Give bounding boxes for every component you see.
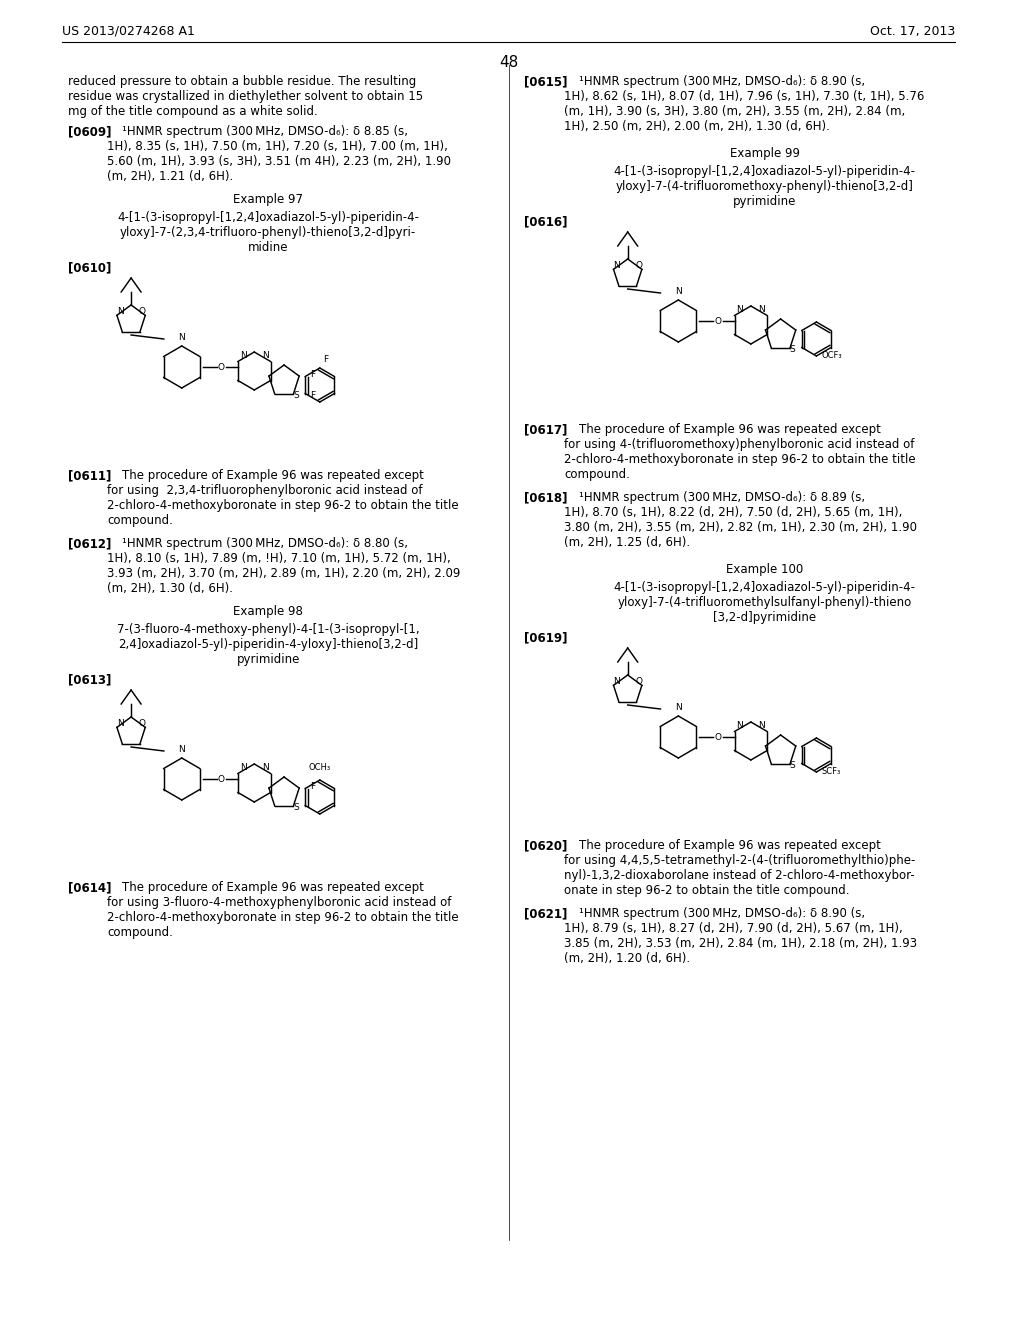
Text: N: N [675,704,682,711]
Text: [0609]: [0609] [68,125,111,139]
Text: N: N [736,722,743,730]
Text: O: O [138,306,145,315]
Text: [0616]: [0616] [524,215,568,228]
Text: ¹HNMR spectrum (300 MHz, DMSO-d₆): δ 8.90 (s,
1H), 8.62 (s, 1H), 8.07 (d, 1H), 7: ¹HNMR spectrum (300 MHz, DMSO-d₆): δ 8.9… [564,75,925,133]
Text: S: S [293,391,299,400]
Text: Oct. 17, 2013: Oct. 17, 2013 [870,25,955,38]
Text: The procedure of Example 96 was repeated except
for using 3-fluoro-4-methoxyphen: The procedure of Example 96 was repeated… [108,880,459,939]
Text: N: N [613,260,621,269]
Text: N: N [262,763,268,772]
Text: [0617]: [0617] [524,422,567,436]
Text: O: O [218,363,225,371]
Text: O: O [635,260,642,269]
Text: O: O [715,317,722,326]
Text: 4-[1-(3-isopropyl-[1,2,4]oxadiazol-5-yl)-piperidin-4-
yloxy]-7-(2,3,4-trifluoro-: 4-[1-(3-isopropyl-[1,2,4]oxadiazol-5-yl)… [117,211,419,253]
Text: Example 98: Example 98 [233,605,303,618]
Text: [0618]: [0618] [524,491,568,504]
Text: The procedure of Example 96 was repeated except
for using 4-(trifluoromethoxy)ph: The procedure of Example 96 was repeated… [564,422,915,480]
Text: ¹HNMR spectrum (300 MHz, DMSO-d₆): δ 8.90 (s,
1H), 8.79 (s, 1H), 8.27 (d, 2H), 7: ¹HNMR spectrum (300 MHz, DMSO-d₆): δ 8.9… [564,907,918,965]
Text: SCF₃: SCF₃ [821,767,841,776]
Text: S: S [790,760,796,770]
Text: F: F [323,355,328,364]
Text: N: N [178,333,185,342]
Text: [0612]: [0612] [68,537,111,550]
Text: O: O [635,676,642,685]
Text: ¹HNMR spectrum (300 MHz, DMSO-d₆): δ 8.85 (s,
1H), 8.35 (s, 1H), 7.50 (m, 1H), 7: ¹HNMR spectrum (300 MHz, DMSO-d₆): δ 8.8… [108,125,452,183]
Text: F: F [310,391,315,400]
Text: 4-[1-(3-isopropyl-[1,2,4]oxadiazol-5-yl)-piperidin-4-
yloxy]-7-(4-trifluoromethy: 4-[1-(3-isopropyl-[1,2,4]oxadiazol-5-yl)… [613,581,915,624]
Text: [0610]: [0610] [68,261,111,275]
Text: Example 97: Example 97 [233,193,303,206]
Text: [0615]: [0615] [524,75,568,88]
Text: US 2013/0274268 A1: US 2013/0274268 A1 [61,25,195,38]
Text: N: N [736,305,743,314]
Text: OCF₃: OCF₃ [821,351,842,360]
Text: N: N [240,351,247,360]
Text: [0614]: [0614] [68,880,111,894]
Text: N: N [613,676,621,685]
Text: reduced pressure to obtain a bubble residue. The resulting
residue was crystalli: reduced pressure to obtain a bubble resi… [68,75,423,117]
Text: O: O [138,718,145,727]
Text: 4-[1-(3-isopropyl-[1,2,4]oxadiazol-5-yl)-piperidin-4-
yloxy]-7-(4-trifluorometho: 4-[1-(3-isopropyl-[1,2,4]oxadiazol-5-yl)… [613,165,915,209]
Text: N: N [759,722,765,730]
Text: ¹HNMR spectrum (300 MHz, DMSO-d₆): δ 8.80 (s,
1H), 8.10 (s, 1H), 7.89 (m, !H), 7: ¹HNMR spectrum (300 MHz, DMSO-d₆): δ 8.8… [108,537,461,595]
Text: [0619]: [0619] [524,631,568,644]
Text: [0620]: [0620] [524,840,567,851]
Text: F: F [310,781,315,791]
Text: F: F [310,370,315,379]
Text: S: S [790,345,796,354]
Text: Example 100: Example 100 [726,564,804,576]
Text: N: N [117,718,124,727]
Text: OCH₃: OCH₃ [309,763,331,772]
Text: N: N [262,351,268,360]
Text: [0611]: [0611] [68,469,111,482]
Text: N: N [178,744,185,754]
Text: The procedure of Example 96 was repeated except
for using  2,3,4-trifluorophenyl: The procedure of Example 96 was repeated… [108,469,459,527]
Text: [0613]: [0613] [68,673,111,686]
Text: O: O [715,733,722,742]
Text: 48: 48 [499,55,518,70]
Text: N: N [240,763,247,772]
Text: N: N [117,306,124,315]
Text: 7-(3-fluoro-4-methoxy-phenyl)-4-[1-(3-isopropyl-[1,
2,4]oxadiazol-5-yl)-piperidi: 7-(3-fluoro-4-methoxy-phenyl)-4-[1-(3-is… [117,623,420,667]
Text: Example 99: Example 99 [730,147,800,160]
Text: The procedure of Example 96 was repeated except
for using 4,4,5,5-tetramethyl-2-: The procedure of Example 96 was repeated… [564,840,915,898]
Text: ¹HNMR spectrum (300 MHz, DMSO-d₆): δ 8.89 (s,
1H), 8.70 (s, 1H), 8.22 (d, 2H), 7: ¹HNMR spectrum (300 MHz, DMSO-d₆): δ 8.8… [564,491,918,549]
Text: N: N [675,286,682,296]
Text: S: S [293,803,299,812]
Text: [0621]: [0621] [524,907,567,920]
Text: O: O [218,775,225,784]
Text: N: N [759,305,765,314]
